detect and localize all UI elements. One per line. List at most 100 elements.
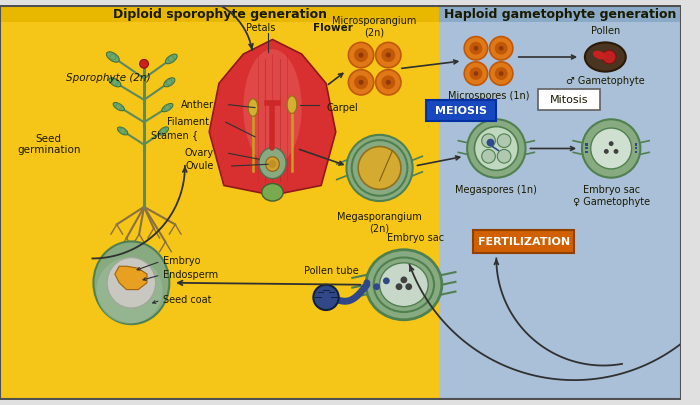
Text: Petals: Petals [246, 23, 276, 33]
Ellipse shape [582, 119, 640, 178]
Circle shape [603, 50, 616, 64]
Circle shape [474, 46, 478, 51]
Text: Endosperm: Endosperm [162, 270, 218, 280]
Circle shape [405, 283, 412, 290]
Ellipse shape [585, 43, 626, 72]
Circle shape [358, 80, 363, 85]
Bar [0, 5, 440, 400]
Text: Embryo sac
♀ Gametophyte: Embryo sac ♀ Gametophyte [573, 185, 650, 207]
Ellipse shape [259, 147, 286, 179]
Circle shape [614, 149, 619, 154]
Ellipse shape [165, 54, 177, 64]
Circle shape [349, 70, 374, 95]
Circle shape [382, 75, 395, 89]
Text: Mitosis: Mitosis [550, 95, 589, 105]
Ellipse shape [244, 49, 302, 166]
Ellipse shape [113, 102, 125, 111]
Text: Ovary: Ovary [185, 148, 214, 158]
Bar [0, 5, 440, 22]
Circle shape [314, 285, 339, 310]
Circle shape [354, 75, 368, 89]
Circle shape [499, 46, 503, 51]
Circle shape [395, 283, 402, 290]
Text: Seed coat: Seed coat [162, 295, 211, 305]
Circle shape [464, 36, 488, 60]
Text: Filament: Filament [167, 117, 209, 127]
Text: Seed
germination: Seed germination [17, 134, 80, 156]
Circle shape [349, 43, 374, 68]
Circle shape [382, 48, 395, 62]
Circle shape [497, 149, 511, 163]
Ellipse shape [158, 127, 169, 135]
Ellipse shape [93, 241, 169, 324]
Circle shape [358, 147, 401, 190]
FancyBboxPatch shape [538, 89, 601, 110]
Text: Stamen {: Stamen { [150, 130, 198, 140]
Text: Pollen: Pollen [591, 26, 620, 36]
Circle shape [495, 42, 508, 55]
Text: Haploid gametophyte generation: Haploid gametophyte generation [444, 8, 676, 21]
Polygon shape [209, 40, 336, 195]
Text: Megasporangium
(2n): Megasporangium (2n) [337, 212, 422, 233]
Bar [440, 5, 681, 22]
Circle shape [269, 160, 276, 168]
Ellipse shape [593, 51, 606, 60]
Ellipse shape [379, 263, 428, 307]
Ellipse shape [97, 258, 162, 324]
Circle shape [486, 139, 494, 147]
Bar [634, 147, 638, 149]
Circle shape [470, 67, 482, 80]
Ellipse shape [475, 127, 518, 171]
Circle shape [140, 60, 148, 68]
Text: Anther: Anther [181, 100, 214, 110]
Circle shape [373, 283, 380, 290]
Text: Flower: Flower [314, 23, 354, 33]
Circle shape [495, 67, 508, 80]
Text: ♂ Gametophyte: ♂ Gametophyte [566, 77, 645, 87]
Ellipse shape [108, 78, 121, 87]
Ellipse shape [591, 128, 631, 169]
Ellipse shape [467, 119, 526, 178]
Ellipse shape [106, 52, 119, 62]
Text: Microspores (1n): Microspores (1n) [448, 91, 529, 101]
Circle shape [470, 42, 482, 55]
Circle shape [474, 71, 478, 76]
Circle shape [376, 43, 401, 68]
Bar [634, 143, 638, 145]
Circle shape [363, 279, 370, 286]
Ellipse shape [248, 99, 258, 116]
Text: Carpel: Carpel [326, 102, 358, 113]
Ellipse shape [107, 258, 155, 308]
Circle shape [386, 80, 391, 85]
Circle shape [609, 141, 614, 146]
Text: Embryo sac: Embryo sac [387, 233, 444, 243]
Bar [585, 147, 588, 149]
Ellipse shape [164, 78, 175, 87]
Circle shape [499, 71, 503, 76]
FancyBboxPatch shape [426, 100, 496, 121]
Text: Ovule: Ovule [186, 161, 214, 171]
Circle shape [604, 149, 609, 154]
Circle shape [464, 62, 488, 85]
Circle shape [482, 149, 496, 163]
Circle shape [489, 62, 513, 85]
Ellipse shape [366, 250, 442, 320]
Circle shape [497, 134, 511, 147]
Text: Sporophyte (2n): Sporophyte (2n) [66, 73, 150, 83]
Text: MEIOSIS: MEIOSIS [435, 106, 487, 115]
Bar [440, 5, 681, 400]
Ellipse shape [287, 96, 297, 113]
Circle shape [482, 134, 496, 147]
Ellipse shape [262, 183, 284, 201]
Circle shape [358, 53, 363, 58]
Ellipse shape [162, 103, 173, 112]
Circle shape [400, 277, 407, 283]
Bar [585, 151, 588, 153]
Circle shape [383, 277, 390, 284]
Polygon shape [115, 266, 147, 290]
Text: Microsporangium
(2n): Microsporangium (2n) [332, 16, 417, 38]
Ellipse shape [266, 157, 279, 171]
Ellipse shape [118, 127, 128, 135]
Text: Diploid sporophyte generation: Diploid sporophyte generation [113, 8, 327, 21]
Circle shape [376, 70, 401, 95]
